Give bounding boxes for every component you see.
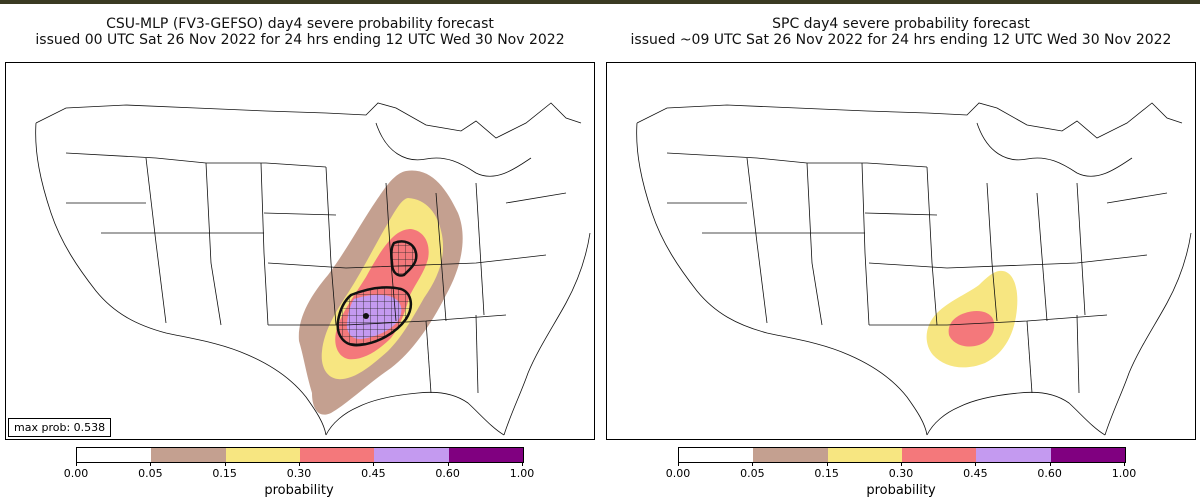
right-colorbar-segment-2 (827, 448, 902, 462)
right-map-svg (636, 102, 1192, 436)
left-colorbar-ticklabel-3: 0.30 (286, 467, 312, 480)
left-colorbar-tick-2 (224, 462, 226, 466)
left-colorbar-ticklabel-2: 0.15 (212, 467, 237, 480)
left-colorbar-tick-5 (447, 462, 449, 466)
significant-hatch (336, 286, 413, 347)
left-colorbar-segment-4 (374, 448, 449, 462)
right-colorbar-tick-5 (1049, 462, 1051, 466)
left-map-svg (35, 102, 591, 436)
left-colorbar-segment-0 (77, 448, 152, 462)
right-colorbar-ticklabel-3: 0.30 (888, 467, 914, 480)
right-colorbar-tick-2 (826, 462, 828, 466)
right-title-line2: issued ~09 UTC Sat 26 Nov 2022 for 24 hr… (630, 32, 1172, 48)
left-title-line2: issued 00 UTC Sat 26 Nov 2022 for 24 hrs… (35, 32, 565, 48)
left-colorbar-ticklabel-6: 1.00 (509, 467, 535, 480)
left-colorbar-tick-4 (373, 462, 375, 466)
left-colorbar-swatches (76, 447, 524, 463)
right-colorbar-ticklabel-5: 0.60 (1037, 467, 1062, 480)
right-colorbar-segment-1 (753, 448, 828, 462)
right-colorbar-tick-3 (901, 462, 902, 466)
right-colorbar-label: probability (866, 483, 936, 498)
left-colorbar-segment-3 (299, 448, 375, 462)
left-colorbar-label: probability (264, 483, 334, 498)
left-colorbar: 0.00 0.05 0.15 0.30 0.45 0.60 1.00 probability (64, 447, 534, 498)
left-map (5, 62, 595, 440)
max-prob-marker (363, 313, 369, 319)
left-colorbar-ticklabel-5: 0.60 (435, 467, 460, 480)
left-colorbar-tick-1 (150, 462, 152, 466)
left-colorbar-ticklabel-4: 0.45 (361, 467, 386, 480)
left-colorbar-segment-2 (225, 448, 300, 462)
right-colorbar-tick-4 (975, 462, 977, 466)
right-colorbar-segment-0 (679, 448, 754, 462)
right-colorbar-swatches (678, 447, 1126, 463)
left-colorbar-tick-0 (76, 462, 77, 466)
right-map (606, 62, 1196, 440)
right-colorbar-segment-5 (1050, 448, 1125, 462)
left-colorbar-ticklabel-0: 0.00 (63, 467, 89, 480)
left-us-outline (35, 102, 591, 436)
right-colorbar-ticklabel-1: 0.05 (740, 467, 765, 480)
right-prob-fills (926, 270, 1018, 368)
right-title-line1: SPC day4 severe probability forecast (772, 16, 1030, 32)
right-colorbar-ticklabel-2: 0.15 (814, 467, 839, 480)
left-colorbar-segment-5 (448, 448, 523, 462)
left-colorbar-segment-1 (151, 448, 226, 462)
right-colorbar-tick-6 (1124, 462, 1125, 466)
top-border (0, 0, 1200, 4)
right-colorbar: 0.00 0.05 0.15 0.30 0.45 0.60 1.00 probability (666, 447, 1136, 498)
right-colorbar-ticklabel-0: 0.00 (665, 467, 691, 480)
right-colorbar-ticklabel-6: 1.00 (1111, 467, 1137, 480)
prob-30-region-right (948, 311, 995, 347)
left-colorbar-ticklabel-1: 0.05 (138, 467, 163, 480)
right-colorbar-ticklabel-4: 0.45 (963, 467, 988, 480)
left-colorbar-tick-3 (299, 462, 300, 466)
right-colorbar-segment-4 (976, 448, 1051, 462)
right-colorbar-tick-0 (678, 462, 679, 466)
max-prob-box: max prob: 0.538 (8, 418, 112, 437)
significant-hatch-north (390, 240, 418, 277)
right-colorbar-tick-1 (752, 462, 754, 466)
right-us-outline (636, 102, 1192, 436)
left-colorbar-tick-6 (522, 462, 523, 466)
right-colorbar-segment-3 (901, 448, 977, 462)
left-title-line1: CSU-MLP (FV3-GEFSO) day4 severe probabil… (106, 16, 494, 32)
